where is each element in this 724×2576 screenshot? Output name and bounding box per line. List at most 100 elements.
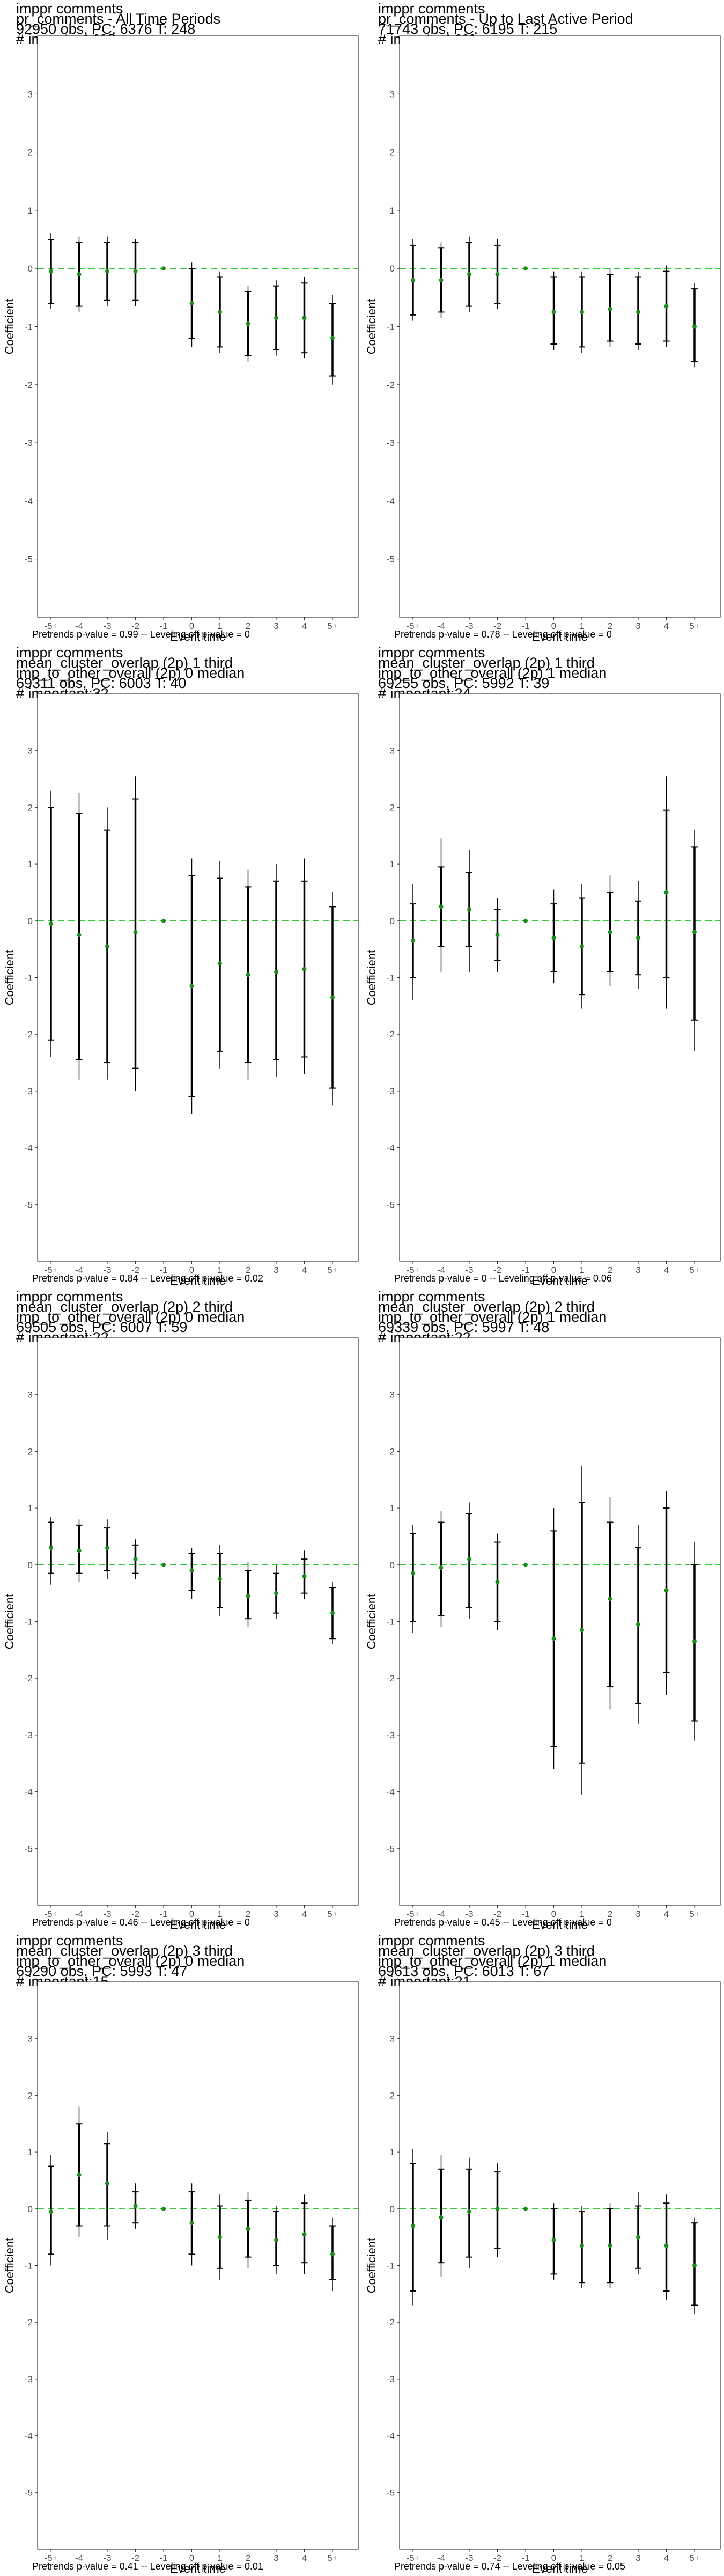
x-tick-label: 5+ [327,621,337,631]
coefficient-point [551,310,556,314]
reference-point [523,266,528,271]
plot-panel [37,35,359,618]
y-tick-label: -3 [25,438,33,448]
x-tick-label: 0 [189,621,194,631]
chart-title-line: pr_comments - All Time Periods [16,11,220,27]
x-tick-label: 4 [664,1265,669,1275]
coefficient-point [189,984,194,989]
coefficient-point [105,1546,109,1550]
chart-title-line: imppr comments [16,1,123,17]
coefficient-point [467,1557,471,1562]
coefficient-point [105,269,109,274]
y-tick-label: 0 [28,916,33,926]
coefficient-point [105,944,109,949]
coefficient-point [467,2209,471,2214]
coefficient-point [105,2181,109,2186]
x-tick-label: -4 [75,621,83,631]
coefficient-point [274,2237,278,2242]
chart-title-line: mean_cluster_overlap (2p) 1 third [378,655,595,671]
x-tick-label: -4 [75,1909,83,1919]
x-tick-label: -1 [521,2553,529,2563]
plot-panel [37,1981,359,2550]
x-tick-label: 0 [189,1909,194,1919]
coefficient-point [551,2237,556,2242]
chart-title-line: imp_to_other_overall (2p) 1 median [378,1309,607,1325]
y-tick-label: -5 [387,1199,395,1210]
x-tick-label: 0 [189,2553,194,2563]
x-tick-label: 0 [189,1265,194,1275]
x-tick-label: -1 [521,1265,529,1275]
coefficient-point [330,336,335,341]
coefficient-point [495,933,500,938]
coefficient-point [133,930,138,934]
x-tick-label: 3 [274,621,278,631]
y-tick-label: 2 [390,1446,395,1457]
chart-title-line: imppr comments [378,645,485,661]
x-tick-label: -4 [75,1265,83,1275]
x-axis-title: Event time [170,2562,226,2575]
plot-panel [399,1981,721,2550]
chart-title-line: imppr comments [16,1289,123,1305]
x-tick-label: -3 [465,1265,473,1275]
y-tick-label: 0 [390,2204,395,2214]
y-tick-label: -2 [387,1029,395,1040]
x-axis-title: Event time [170,630,226,643]
coefficient-point [439,2215,444,2220]
x-tick-label: -1 [521,621,529,631]
coefficient-point [330,2252,335,2257]
y-tick-label: -4 [25,1787,33,1797]
pvalue-caption: Pretrends p-value = 0.46 -- Leveling off… [32,1917,250,1928]
y-tick-label: 3 [390,1390,395,1400]
x-tick-label: 5+ [327,2553,337,2563]
y-tick-label: -3 [25,1086,33,1096]
x-tick-label: -3 [103,2553,111,2563]
y-tick-label: 1 [28,859,33,869]
coefficient-point [302,316,307,320]
chart-title-line: 69613 obs, PC: 6013 T: 67 [378,1963,549,1979]
coefficient-point [636,1622,640,1627]
coefficient-point [636,935,640,940]
x-tick-label: -1 [521,1909,529,1919]
y-tick-label: 3 [28,746,33,756]
coefficient-point [246,972,250,977]
x-tick-label: -4 [437,1909,445,1919]
chart-title-line: imppr comments [16,645,123,661]
coefficient-point [580,2243,584,2248]
y-tick-label: 3 [28,89,33,99]
x-tick-label: 4 [302,621,307,631]
y-tick-label: -3 [387,1730,395,1740]
plot-panel [399,1337,721,1906]
y-tick-label: -2 [387,1673,395,1684]
y-axis-title: Coefficient [365,1594,378,1650]
y-tick-label: -5 [387,1843,395,1854]
coefficient-point [133,2204,138,2208]
chart-title-line: imp_to_other_overall (2p) 1 median [378,1953,607,1969]
coefficient-point [411,1571,415,1576]
reference-point [161,1562,166,1567]
y-tick-label: -4 [387,496,395,506]
x-tick-label: -3 [103,1909,111,1919]
coefficient-point [467,272,471,277]
chart-title-line: 69505 obs, PC: 6007 T: 59 [16,1319,187,1335]
coefficient-point [189,1568,194,1573]
coefficient-point [274,1591,278,1596]
x-tick-label: 1 [217,2553,222,2563]
coefficient-point [608,2243,612,2248]
x-tick-label: 5+ [689,621,699,631]
coefficient-point [551,1636,556,1641]
y-tick-label: -2 [25,1029,33,1040]
coefficient-point [330,1611,335,1615]
coefficient-point [664,890,669,895]
coefficient-point [77,2172,82,2177]
pvalue-caption: Pretrends p-value = 0.45 -- Leveling off… [394,1917,612,1928]
coefficient-point [218,1577,222,1582]
y-tick-label: 1 [390,1503,395,1513]
x-tick-label: -3 [103,621,111,631]
y-tick-label: 2 [28,2090,33,2101]
y-tick-label: -1 [25,973,33,983]
